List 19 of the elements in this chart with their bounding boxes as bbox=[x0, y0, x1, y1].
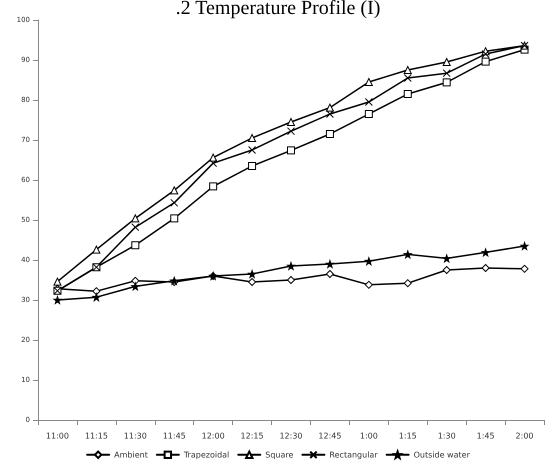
x-tick-label: 12:00 bbox=[202, 432, 225, 440]
x-tick-label: 12:30 bbox=[279, 432, 303, 440]
chart-title: .2 Temperature Profile (I) bbox=[176, 0, 380, 19]
x-tick-label: 12:15 bbox=[240, 432, 264, 440]
x-tick-label: 1:30 bbox=[438, 432, 456, 440]
legend-label: Trapezoidal bbox=[182, 450, 230, 460]
legend-label: Rectangular bbox=[329, 450, 378, 460]
x-tick-label: 1:00 bbox=[360, 432, 378, 440]
x-tick-label: 1:45 bbox=[476, 432, 495, 440]
x-tick-label: 11:45 bbox=[162, 432, 186, 440]
legend-label: Square bbox=[265, 450, 294, 460]
x-tick-label: 2:00 bbox=[516, 432, 534, 440]
x-tick-label: 11:00 bbox=[46, 432, 69, 440]
x-tick-label: 11:15 bbox=[84, 432, 108, 440]
x-tick-label: 12:45 bbox=[318, 432, 342, 440]
x-tick-label: 1:15 bbox=[398, 432, 417, 440]
x-tick-label: 11:30 bbox=[124, 432, 147, 440]
legend-label: Ambient bbox=[114, 450, 148, 460]
legend-label: Outside water bbox=[414, 450, 471, 460]
